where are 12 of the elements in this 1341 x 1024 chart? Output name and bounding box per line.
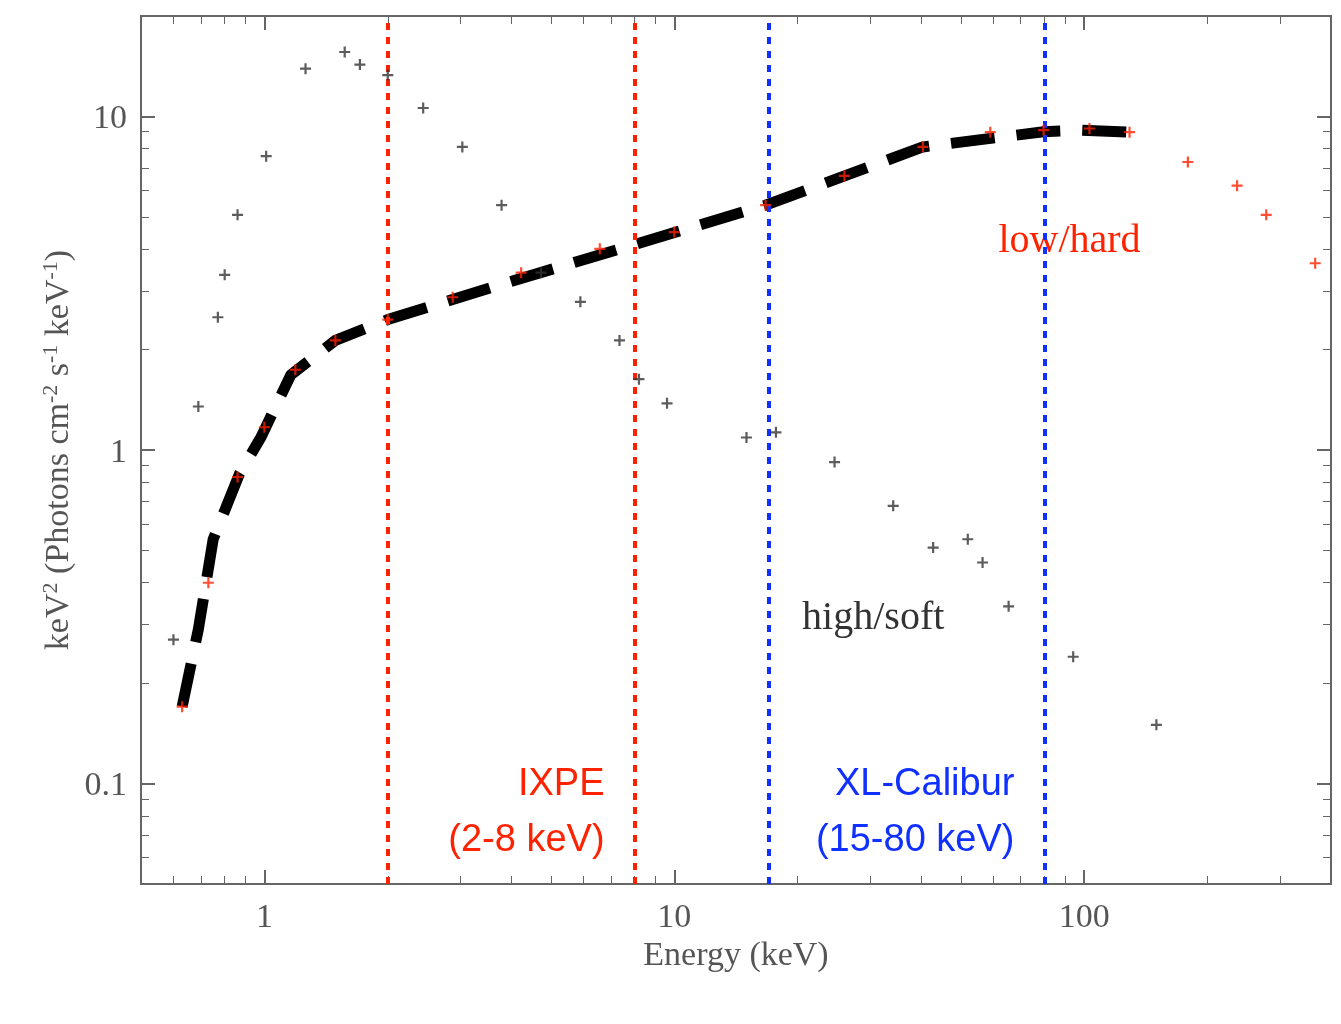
x-tick-label: 1 <box>255 896 273 934</box>
ref-line-label: XL-Calibur (15-80 keV) <box>815 761 1015 859</box>
x-axis-title: Energy (keV) <box>643 935 829 974</box>
y-tick-label: 0.1 <box>84 765 127 803</box>
text: keV2 (Photons cm-2 s-1 keV-1) <box>37 249 76 651</box>
x-tick-label: 100 <box>1058 896 1110 934</box>
x-tick-label: 10 <box>657 896 692 934</box>
y-tick-label: 1 <box>110 431 127 469</box>
series-label: high/soft <box>802 593 945 639</box>
ref-line-label: IXPE (2-8 keV) <box>448 761 605 859</box>
y-tick-label: 10 <box>93 97 127 135</box>
series-label: low/hard <box>998 216 1141 261</box>
